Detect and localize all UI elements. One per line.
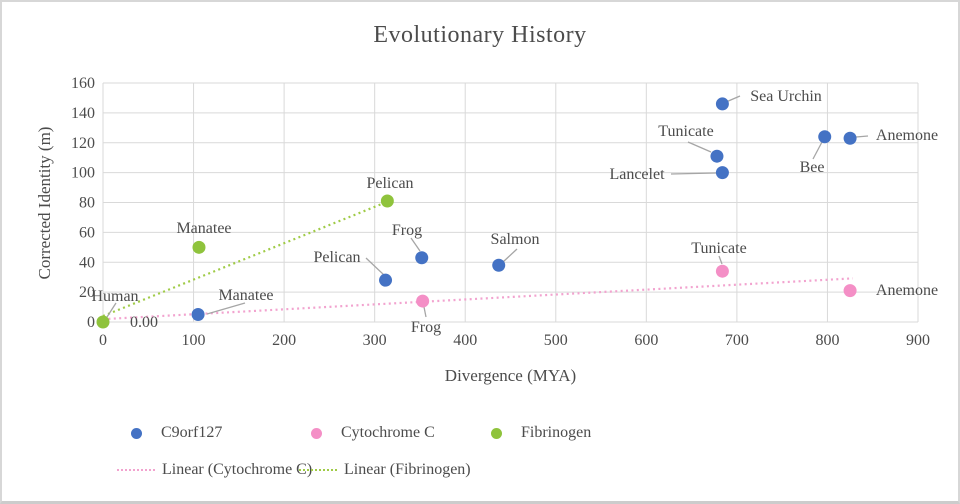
label-leader-line-8 xyxy=(725,95,741,103)
point-fibrinogen-manatee[interactable] xyxy=(192,240,206,254)
point-cytochrome-c-frog[interactable] xyxy=(416,294,430,308)
legend-item-linear-cytochrome-c[interactable]: Linear (Cytochrome C) xyxy=(117,461,313,478)
point-cytochrome-c-tunicate[interactable] xyxy=(715,264,729,278)
linear-cytochrome-c-line-icon xyxy=(117,469,155,471)
legend-label-linear-fibrinogen: Linear (Fibrinogen) xyxy=(344,461,471,478)
x-tick-label-400: 400 xyxy=(453,332,477,349)
trendline-linear-fibrinogen xyxy=(102,200,388,318)
point-label-sea-urchin-c9orf127: Sea Urchin xyxy=(750,88,822,105)
legend-label-linear-cytochrome-c: Linear (Cytochrome C) xyxy=(162,461,313,478)
trendline-linear-cytochrome-c xyxy=(102,277,853,321)
x-tick-label-0: 0 xyxy=(99,332,107,349)
x-axis-title: Divergence (MYA) xyxy=(444,366,577,385)
label-leader-line-9 xyxy=(812,141,823,160)
legend-item-linear-fibrinogen[interactable]: Linear (Fibrinogen) xyxy=(299,461,471,478)
label-leader-line-11 xyxy=(718,255,723,265)
legend-item-fibrinogen[interactable]: Fibrinogen xyxy=(491,424,592,441)
x-tick-label-300: 300 xyxy=(363,332,387,349)
point-label-pelican-c9orf127: Pelican xyxy=(313,249,360,266)
point-label-tunicate-cytochrome-c: Tunicate xyxy=(691,240,746,257)
label-leader-line-1 xyxy=(206,302,246,315)
point-c9orf127-tunicate[interactable] xyxy=(710,149,724,163)
c9orf127-marker-icon xyxy=(131,427,142,439)
point-label-frog-cytochrome-c: Frog xyxy=(411,319,441,336)
point-c9orf127-frog[interactable] xyxy=(415,251,429,265)
point-label-human-value-label: 0.00 xyxy=(130,314,158,331)
label-leader-line-2 xyxy=(365,257,385,276)
point-c9orf127-salmon[interactable] xyxy=(492,258,506,272)
label-leader-line-4 xyxy=(423,306,427,318)
y-tick-label-80: 80 xyxy=(79,195,95,212)
point-label-frog-c9orf127: Frog xyxy=(392,222,422,239)
y-tick-label-160: 160 xyxy=(71,75,95,92)
point-fibrinogen-human[interactable] xyxy=(96,315,110,329)
point-label-pelican-fibrinogen: Pelican xyxy=(366,175,413,192)
y-tick-label-120: 120 xyxy=(71,135,95,152)
legend-label-fibrinogen: Fibrinogen xyxy=(521,424,592,441)
point-c9orf127-bee[interactable] xyxy=(818,130,832,144)
point-label-anemone-cytochrome-c: Anemone xyxy=(876,282,938,299)
point-label-tunicate-c9orf127: Tunicate xyxy=(658,123,713,140)
point-c9orf127-manatee[interactable] xyxy=(191,308,205,322)
point-label-salmon-c9orf127: Salmon xyxy=(491,231,540,248)
y-tick-label-20: 20 xyxy=(79,284,95,301)
point-fibrinogen-pelican[interactable] xyxy=(380,194,394,208)
label-leader-line-7 xyxy=(687,141,712,153)
point-label-anemone-c9orf127: Anemone xyxy=(876,127,938,144)
y-tick-label-0: 0 xyxy=(87,314,95,331)
point-c9orf127-pelican[interactable] xyxy=(379,273,393,287)
label-leader-line-5 xyxy=(502,248,518,263)
x-tick-label-100: 100 xyxy=(182,332,206,349)
point-c9orf127-sea-urchin[interactable] xyxy=(715,97,729,111)
y-tick-label-140: 140 xyxy=(71,105,95,122)
y-axis-title: Corrected Identity (m) xyxy=(35,126,54,280)
point-label-manatee-fibrinogen: Manatee xyxy=(176,220,231,237)
y-tick-label-40: 40 xyxy=(79,254,95,271)
x-tick-label-600: 600 xyxy=(634,332,658,349)
x-tick-label-700: 700 xyxy=(725,332,749,349)
label-leader-line-10 xyxy=(855,135,869,138)
point-label-lancelet-c9orf127: Lancelet xyxy=(609,166,665,183)
fibrinogen-marker-icon xyxy=(491,427,502,439)
cytochrome-c-marker-icon xyxy=(311,427,322,439)
label-leader-line-6 xyxy=(670,172,717,175)
x-tick-label-900: 900 xyxy=(906,332,930,349)
label-leader-line-0 xyxy=(106,302,117,318)
point-cytochrome-c-anemone[interactable] xyxy=(843,284,857,298)
legend-item-cytochrome-c[interactable]: Cytochrome C xyxy=(311,424,435,441)
x-tick-label-800: 800 xyxy=(815,332,839,349)
y-tick-label-60: 60 xyxy=(79,224,95,241)
x-tick-label-200: 200 xyxy=(272,332,296,349)
point-label-manatee-c9orf127: Manatee xyxy=(218,287,273,304)
y-tick-label-100: 100 xyxy=(71,165,95,182)
point-c9orf127-lancelet[interactable] xyxy=(715,166,729,180)
point-label-bee-c9orf127: Bee xyxy=(800,159,825,176)
x-tick-label-500: 500 xyxy=(544,332,568,349)
legend-item-c9orf127[interactable]: C9orf127 xyxy=(131,424,223,441)
chart-title: Evolutionary History xyxy=(373,22,587,48)
point-label-human-fibrinogen: Human xyxy=(91,288,138,305)
legend-label-cytochrome-c: Cytochrome C xyxy=(341,424,435,441)
linear-fibrinogen-line-icon xyxy=(299,469,337,471)
label-leader-line-3 xyxy=(410,237,421,252)
legend-label-c9orf127: C9orf127 xyxy=(161,424,223,441)
point-c9orf127-anemone[interactable] xyxy=(843,131,857,145)
